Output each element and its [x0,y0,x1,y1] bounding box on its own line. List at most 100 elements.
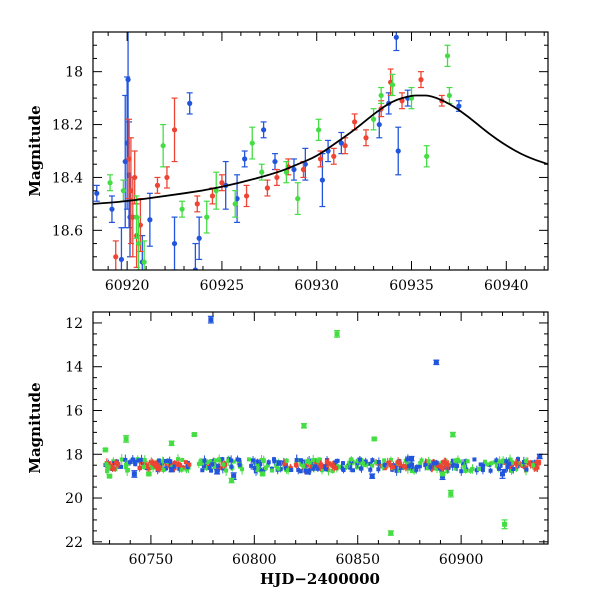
band-point [164,466,169,471]
bottom-series-0-point [214,469,220,475]
band-point [161,468,166,473]
band-point [208,459,213,464]
band-point [175,462,180,467]
band-point [508,457,513,462]
band-point [419,458,424,463]
band-point [334,466,339,471]
bottom-series-1-point [440,471,446,477]
bottom-series-1-point [260,471,266,477]
top-series-2-point [179,206,185,212]
top-series-0-point [192,267,198,270]
band-point [249,463,254,468]
band-point [283,462,288,467]
top-series-0-point [338,140,344,146]
band-point [231,459,236,464]
bottom-series-1-point [102,447,108,453]
band-point [502,468,507,473]
band-point [278,467,283,472]
band-point [524,467,529,472]
bottom-series-0-point [409,456,414,462]
band-point [336,464,341,469]
band-point [423,463,428,468]
band-point [407,464,412,469]
bottom-y-tick-label: 12 [65,316,83,332]
top-series-2-point [259,169,265,175]
top-y-tick-label: 18.6 [52,223,83,239]
band-point [209,468,214,473]
bottom-series-0-point [131,471,137,477]
band-point [112,466,117,471]
band-point [172,460,177,465]
top-series-1-point [418,77,424,83]
band-point [357,457,362,462]
band-point [497,459,502,464]
band-point [261,459,266,464]
band-point [210,462,215,467]
top-series-0-point [171,240,178,247]
top-series-0-point [319,177,325,183]
bottom-x-tick-label: 60750 [129,552,174,568]
bottom-plot-area [102,315,543,536]
band-point [488,468,493,473]
band-point [289,467,294,472]
band-point [246,457,251,462]
top-series-2-point [160,143,166,149]
band-point [294,458,299,463]
band-point [207,465,212,470]
band-point [167,463,172,468]
bottom-series-1-point [334,331,340,337]
band-point [299,461,304,466]
bottom-series-0-point [433,359,439,365]
bottom-series-0-point [305,469,311,475]
top-series-2-point [316,127,322,133]
band-point [187,462,192,467]
band-point [537,461,542,466]
band-point [521,459,526,464]
bottom-series-1-point [371,436,377,442]
bottom-series-1-point [123,436,129,442]
band-point [259,468,264,473]
top-series-1-point [300,166,307,173]
top-series-2-point [120,188,126,194]
top-series-1-point [317,156,324,162]
band-point [123,457,128,462]
band-point [105,469,110,474]
band-point [398,461,403,466]
band-point [341,461,346,466]
band-point [139,457,144,462]
top-series-0-point [291,166,297,173]
band-point [307,460,312,465]
band-point [298,469,303,474]
band-point [265,463,270,468]
band-point [391,465,396,470]
band-point [524,458,529,463]
band-point [480,467,485,472]
top-series-2-point [370,116,377,122]
band-point [263,466,268,471]
band-point [425,466,430,471]
band-point [177,466,182,471]
band-point [363,463,368,468]
top-series-2-point [389,82,396,88]
bottom-series-1-point [301,423,307,429]
top-x-tick-label: 60925 [200,278,245,294]
band-point [311,466,316,471]
top-series-1-point [399,98,405,104]
bottom-series-1-point [107,473,113,479]
bottom-series-0-point [500,471,505,477]
band-point [382,458,387,463]
bottom-series-1-point [450,432,456,438]
band-point [272,457,277,462]
band-point [185,465,190,470]
band-point [136,458,141,463]
bottom-series-1-point [191,432,197,438]
top-series-1-point [219,180,225,186]
band-point [142,464,147,469]
band-point [401,464,406,469]
bottom-series-1-point [388,530,394,536]
top-series-2-point [249,140,255,146]
band-point [453,466,458,471]
band-point [434,460,439,465]
band-point [431,461,436,466]
band-point [418,461,423,466]
